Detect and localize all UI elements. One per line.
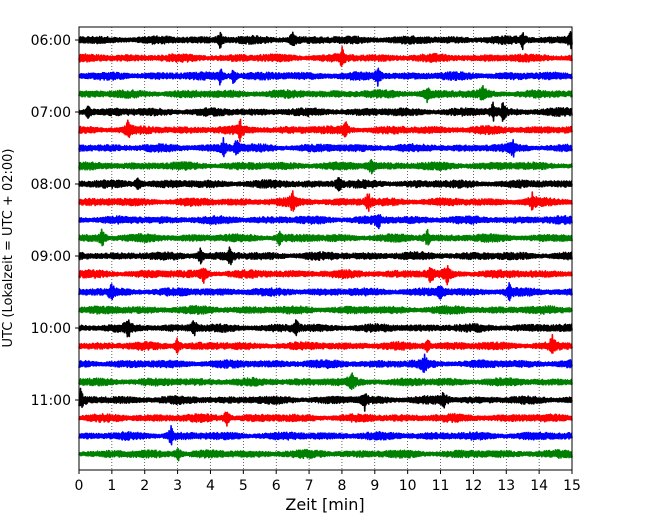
y-tick-label: 10:00 — [31, 321, 71, 337]
x-tick-label: 11 — [432, 478, 450, 494]
y-tick-label: 11:00 — [31, 393, 71, 409]
trace-1145 — [78, 447, 573, 462]
x-tick-label: 8 — [337, 478, 346, 494]
trace-0630 — [78, 67, 573, 87]
x-tick-label: 3 — [173, 478, 182, 494]
x-tick-label: 5 — [239, 478, 248, 494]
y-axis: 06:00 07:00 08:00 09:00 10:00 11:00 — [31, 33, 79, 409]
y-tick-label: 09:00 — [31, 249, 71, 265]
trace-0700 — [78, 101, 573, 122]
trace-0830 — [78, 213, 573, 230]
trace-1015 — [78, 333, 573, 354]
trace-0600 — [78, 31, 573, 51]
y-axis-label: UTC (Lokalzeit = UTC + 02:00) — [1, 149, 16, 348]
x-tick-label: 6 — [272, 478, 281, 494]
trace-0945 — [78, 304, 573, 316]
x-tick-label: 0 — [75, 478, 84, 494]
trace-0745 — [78, 158, 573, 175]
y-tick-label: 07:00 — [31, 105, 71, 121]
x-tick-label: 7 — [305, 478, 314, 494]
trace-0715 — [78, 118, 573, 143]
trace-0845 — [78, 228, 573, 247]
x-tick-label: 9 — [370, 478, 379, 494]
x-tick-label: 10 — [399, 478, 417, 494]
x-tick-label: 1 — [107, 478, 116, 494]
trace-0615 — [78, 45, 573, 68]
trace-1030 — [78, 353, 573, 374]
trace-1130 — [78, 424, 573, 446]
plot-frame — [78, 26, 573, 471]
x-axis: 0 1 2 3 4 5 6 7 8 9 10 11 12 13 14 15 — [75, 470, 581, 494]
trace-0900 — [78, 246, 573, 266]
x-tick-label: 14 — [530, 478, 548, 494]
trace-1045 — [78, 372, 573, 391]
traces — [78, 31, 573, 462]
y-tick-label: 08:00 — [31, 177, 71, 193]
x-tick-label: 15 — [563, 478, 581, 494]
x-tick-label: 13 — [497, 478, 515, 494]
trace-0645 — [78, 84, 573, 104]
x-tick-label: 12 — [464, 478, 482, 494]
trace-0730 — [78, 136, 573, 158]
trace-0815 — [78, 190, 573, 212]
x-axis-label: Zeit [min] — [285, 495, 364, 514]
trace-1100 — [78, 387, 573, 412]
trace-1000 — [78, 319, 573, 338]
x-tick-label: 4 — [206, 478, 215, 494]
x-tick-label: 2 — [140, 478, 149, 494]
y-tick-label: 06:00 — [31, 33, 71, 49]
trace-0930 — [78, 282, 573, 302]
trace-0915 — [78, 264, 573, 286]
trace-0800 — [78, 177, 573, 192]
trace-1115 — [78, 411, 573, 427]
